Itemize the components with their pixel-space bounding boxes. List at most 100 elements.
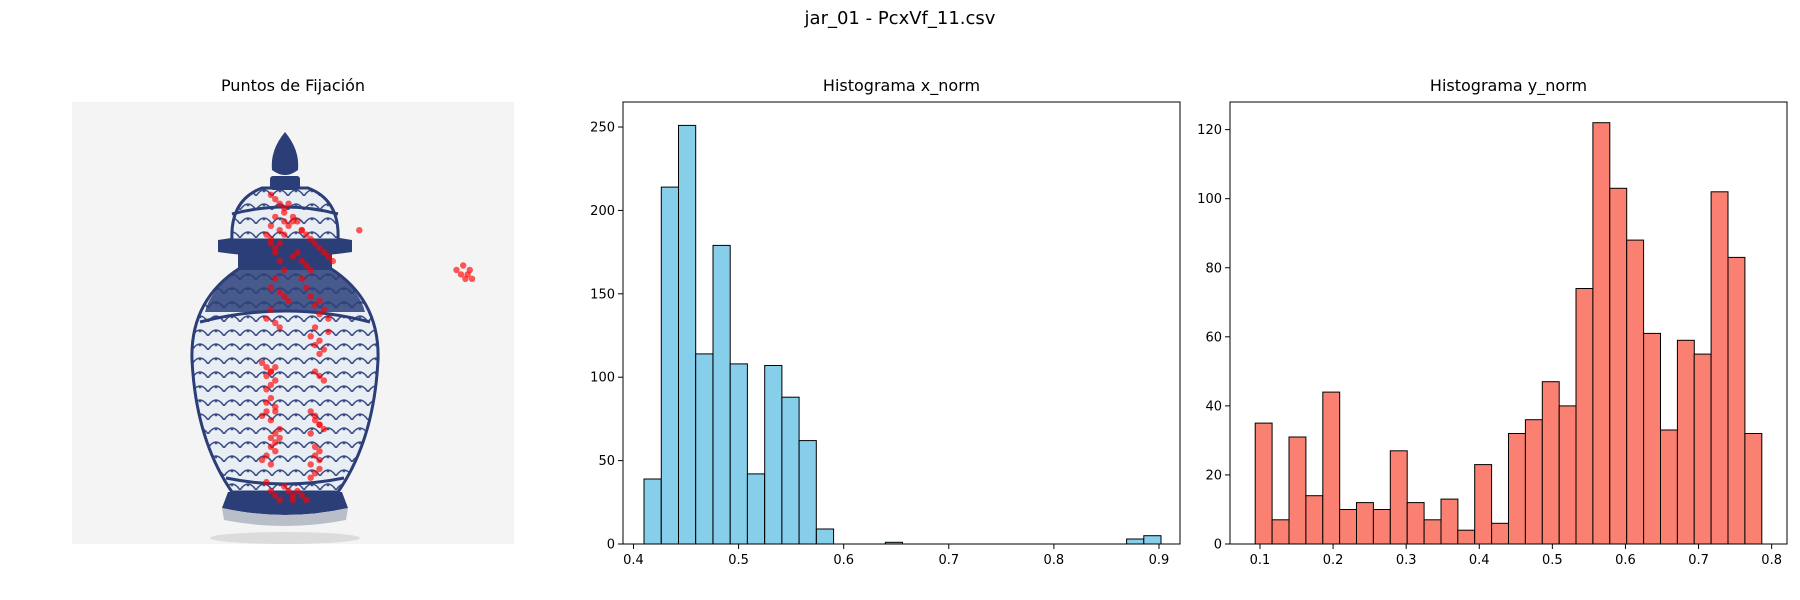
- hist-x-ytick-label: 150: [590, 287, 615, 302]
- fixation-point: [258, 359, 266, 366]
- fixation-point: [258, 412, 266, 419]
- hist-x-bar: [746, 473, 766, 545]
- fixation-point: [460, 262, 467, 269]
- fixation-point: [267, 443, 275, 450]
- hist-x-bar: [798, 440, 817, 545]
- fixation-point: [316, 244, 323, 252]
- fixation-point: [285, 222, 292, 229]
- fixation-point: [303, 231, 310, 238]
- hist-y-xtick-label: 0.8: [1761, 553, 1782, 568]
- fixation-point: [294, 487, 301, 495]
- hist-x-ytick-label: 100: [590, 371, 615, 386]
- fixation-image-panel: [72, 102, 514, 544]
- fixation-point: [276, 434, 283, 442]
- fixation-point: [285, 297, 292, 305]
- fixation-point: [316, 350, 323, 358]
- fixation-point: [281, 209, 288, 216]
- hist-y-xtick: 0.2: [1323, 544, 1343, 568]
- fixation-point: [307, 461, 314, 468]
- hist-y-bar: [1389, 450, 1408, 545]
- fixation-point: [281, 483, 288, 490]
- hist-y-bar: [1524, 419, 1543, 545]
- hist-y-ytick-label: 100: [1197, 192, 1222, 207]
- hist-x-ytick-label: 200: [590, 204, 615, 219]
- hist-y-ytick: 20: [1205, 468, 1230, 483]
- fixation-point: [464, 271, 471, 278]
- fixation-point: [281, 231, 288, 238]
- hist-y-xtick-label: 0.4: [1469, 553, 1490, 568]
- hist-y-bar: [1744, 433, 1763, 545]
- fixation-point: [316, 372, 323, 380]
- fixation-point: [320, 425, 328, 433]
- fixation-point: [316, 421, 323, 428]
- fixation-point: [272, 492, 279, 499]
- fixation-point: [289, 253, 297, 260]
- fixation-point: [457, 271, 465, 278]
- fixation-point: [276, 240, 283, 247]
- fixation-point: [298, 275, 305, 282]
- fixation-point: [311, 470, 319, 477]
- hist-x-xtick-label: 0.4: [623, 553, 644, 568]
- hist-x-bar: [1126, 538, 1145, 545]
- fixation-point: [453, 266, 460, 274]
- fixation-point: [267, 191, 275, 198]
- hist-y-bar: [1254, 422, 1273, 545]
- hist-y-bar: [1322, 391, 1341, 545]
- fixation-point: [311, 452, 319, 459]
- fixation-point: [267, 235, 275, 243]
- fixation-point: [258, 456, 266, 464]
- hist-y-ytick: 100: [1197, 192, 1230, 207]
- fixation-point: [267, 381, 275, 389]
- hist-y-bar: [1558, 405, 1577, 545]
- fixation-point: [307, 293, 314, 300]
- hist-y-ytick: 0: [1214, 538, 1230, 553]
- fixation-point: [307, 408, 314, 415]
- hist-y-xtick: 0.3: [1396, 544, 1417, 568]
- hist-y-bar: [1609, 187, 1628, 545]
- histogram-x-axes: 0.4 0.5 0.6 0.7 0.8 0.9 0 50 100 150 200 250: [590, 121, 1169, 568]
- hist-y-ytick-label: 80: [1205, 261, 1222, 276]
- fixation-point: [263, 478, 270, 486]
- hist-y-bar: [1541, 381, 1560, 545]
- hist-x-bar: [1143, 535, 1162, 545]
- fixation-point: [272, 319, 279, 327]
- hist-y-xtick: 0.1: [1250, 544, 1270, 568]
- fixation-point: [267, 417, 275, 424]
- fixation-point: [272, 249, 279, 256]
- hist-x-ytick: 100: [590, 371, 623, 386]
- fixation-point: [285, 200, 292, 207]
- fixation-point: [303, 284, 310, 291]
- fixation-point: [311, 368, 319, 375]
- fixation-point: [307, 430, 314, 437]
- panel-title-hist-x: Histograma x_norm: [822, 76, 981, 95]
- fixation-point: [267, 222, 275, 229]
- fixation-point: [272, 213, 279, 221]
- fixation-point: [311, 341, 319, 349]
- fixation-point: [289, 496, 297, 503]
- hist-y-bar: [1305, 495, 1324, 545]
- hist-y-ytick: 60: [1205, 330, 1230, 345]
- hist-y-bar: [1440, 498, 1459, 545]
- fixation-point: [272, 448, 279, 455]
- hist-x-ytick-label: 250: [590, 121, 615, 136]
- fixation-point: [294, 249, 301, 256]
- fixation-point: [267, 487, 275, 495]
- hist-y-ytick-label: 0: [1214, 538, 1222, 553]
- hist-x-xtick-label: 0.5: [728, 553, 749, 568]
- porcelain-jar-icon: [190, 132, 380, 544]
- fixation-point: [320, 249, 328, 256]
- fixation-point: [294, 218, 301, 225]
- hist-x-ytick: 150: [590, 287, 623, 302]
- fixation-point: [307, 235, 314, 243]
- fixation-point: [316, 456, 323, 464]
- fixation-point: [311, 417, 319, 424]
- hist-x-bar: [712, 244, 731, 545]
- histogram-y-panel: 0.1 0.2 0.3 0.4 0.5 0.6 0.7 0.8 0 20 40 60 80 100 120: [1197, 101, 1788, 568]
- fixation-point: [267, 461, 275, 468]
- hist-y-bar: [1626, 239, 1645, 545]
- hist-y-ytick-label: 120: [1197, 123, 1222, 138]
- figure-title: jar_01 - PcxVf_11.csv: [804, 8, 996, 29]
- fixation-point: [468, 275, 476, 282]
- fixation-point: [281, 218, 288, 225]
- fixation-point: [263, 372, 270, 380]
